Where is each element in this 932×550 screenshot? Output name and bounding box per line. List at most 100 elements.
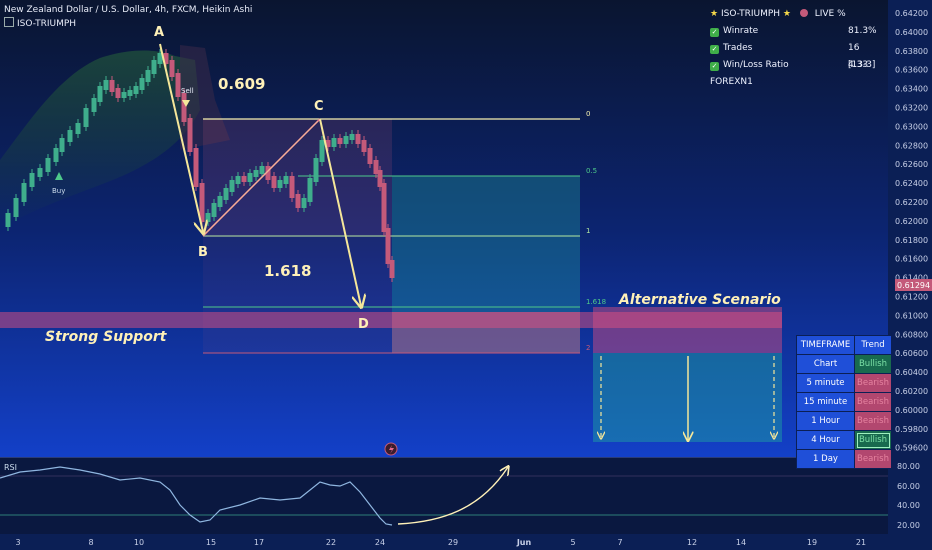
candle-body	[235, 176, 241, 184]
price-tick-label: 0.62400	[895, 179, 928, 188]
trend-row: Chart Bullish	[796, 354, 892, 374]
trend-value: Bearish	[854, 449, 892, 469]
trend-header-trend: Trend	[854, 335, 892, 355]
candle-body	[301, 198, 307, 208]
trend-value: Bullish	[854, 354, 892, 374]
chart-title: New Zealand Dollar / U.S. Dollar, 4h, FX…	[4, 5, 253, 15]
price-tick-label: 0.59800	[895, 425, 928, 434]
trend-value: Bullish	[854, 430, 892, 450]
candle-body	[331, 138, 337, 147]
candle-body	[59, 138, 65, 152]
candle-body	[45, 158, 51, 172]
candle-body	[13, 198, 19, 217]
candle-body	[109, 80, 115, 92]
time-axis[interactable]	[0, 534, 888, 550]
indicator-name: ISO-TRIUMPH	[4, 17, 76, 29]
candle-body	[29, 173, 35, 187]
time-tick-label: 15	[206, 538, 216, 547]
candle-body	[151, 60, 157, 74]
candle-body	[361, 140, 367, 152]
time-tick-label: 12	[687, 538, 697, 547]
candle-body	[103, 80, 109, 90]
candle-body	[175, 73, 181, 97]
sell-signal-icon	[182, 100, 190, 107]
stats-row-ratio: ✓ Win/Loss Ratio 4.33	[710, 57, 880, 74]
candle-body	[139, 78, 145, 90]
candle-body	[325, 140, 331, 147]
candle-body	[307, 178, 313, 202]
pattern-leg-ab	[159, 43, 203, 232]
price-tick-label: 0.62200	[895, 198, 928, 207]
fib-label-1: 1	[586, 227, 590, 235]
rsi-tick-label: 40.00	[897, 501, 920, 510]
fib-label-0: 0	[586, 110, 590, 118]
stats-row-winrate: ✓ Winrate 81.3%	[710, 23, 880, 40]
check-icon: ✓	[710, 28, 719, 37]
price-axis[interactable]	[888, 0, 932, 550]
candle-body	[97, 86, 103, 102]
price-tick-label: 0.64200	[895, 9, 928, 18]
price-tick-label: 0.61200	[895, 293, 928, 302]
stats-value: 4.33	[848, 60, 869, 70]
strong-support-band	[0, 312, 782, 328]
candle-body	[389, 260, 395, 278]
point-d-label: D	[358, 317, 369, 332]
candle-body	[217, 196, 223, 207]
check-icon: ✓	[710, 62, 719, 71]
candle-body	[253, 170, 259, 177]
rsi-tick-label: 60.00	[897, 482, 920, 491]
candle-body	[53, 148, 59, 162]
time-tick-label: Jun	[516, 538, 532, 547]
candle-body	[163, 53, 169, 64]
time-tick-label: 17	[254, 538, 264, 547]
trend-table: TIMEFRAME Trend Chart Bullish 5 minute B…	[796, 335, 892, 469]
time-tick-label: 24	[375, 538, 385, 547]
point-a-label: A	[154, 25, 164, 40]
time-tick-label: 14	[736, 538, 746, 547]
ratio-cd-label: 1.618	[264, 262, 311, 280]
candle-body	[377, 170, 383, 187]
lightning-glyph	[389, 445, 394, 454]
price-tick-label: 0.63600	[895, 66, 928, 75]
fib-label-1.618: 1.618	[586, 298, 606, 306]
time-tick-label: 22	[326, 538, 336, 547]
time-tick-label: 29	[448, 538, 458, 547]
rsi-projection-arrow	[397, 467, 508, 525]
candle-body	[37, 168, 43, 177]
buy-signal-icon	[55, 172, 63, 180]
buy-signal-label: Buy	[52, 187, 65, 195]
candle-body	[181, 93, 187, 122]
price-tick-label: 0.61400	[895, 274, 928, 283]
alternative-scenario-label: Alternative Scenario	[618, 292, 781, 308]
candle-body	[247, 173, 253, 182]
candle-body	[283, 176, 289, 184]
stats-label: Win/Loss Ratio	[723, 60, 789, 70]
time-tick-label: 3	[15, 538, 20, 547]
time-tick-label: 5	[570, 538, 575, 547]
stats-value: 81.3%	[848, 26, 877, 36]
star-icon: ★	[782, 9, 791, 19]
strong-support-label: Strong Support	[45, 329, 168, 345]
candle-body	[337, 138, 343, 144]
price-tick-label: 0.60800	[895, 330, 928, 339]
trend-timeframe: 4 Hour	[796, 430, 855, 450]
candle-body	[295, 194, 301, 208]
price-tick-label: 0.63800	[895, 47, 928, 56]
time-tick-label: 10	[134, 538, 144, 547]
pattern-leg-bc-shadow	[202, 120, 319, 237]
candle-body	[211, 203, 217, 217]
candle-body	[21, 183, 27, 202]
candle-body	[385, 228, 391, 264]
pattern-leg-cd	[319, 118, 361, 306]
candle-body	[133, 86, 139, 94]
point-c-label: C	[314, 99, 324, 114]
time-tick-label: 7	[617, 538, 622, 547]
price-axis-labels: 0.64200 0.64000 0.63800 0.63600 0.63400 0.632…	[895, 9, 928, 453]
rsi-tick-label: 20.00	[897, 521, 920, 530]
candle-body	[313, 158, 319, 182]
stats-footer: FOREXN1	[710, 77, 753, 87]
trend-row: 1 Day Bearish	[796, 449, 892, 469]
sell-signal-label: Sell	[181, 87, 194, 95]
candle-body	[121, 92, 127, 98]
